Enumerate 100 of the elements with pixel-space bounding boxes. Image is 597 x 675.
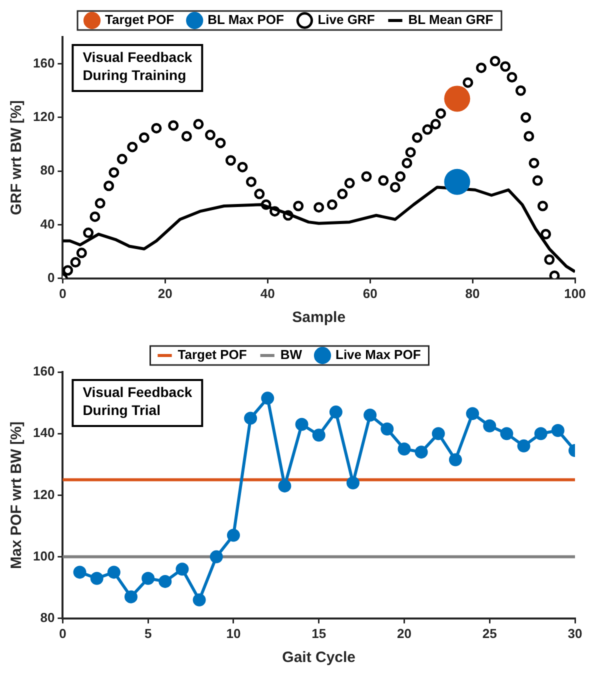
- point: [193, 118, 204, 130]
- point: [517, 439, 530, 452]
- point: [312, 428, 326, 442]
- point: [515, 85, 526, 96]
- point: [244, 412, 258, 425]
- point: [158, 574, 172, 588]
- y-axis-title: GRF wrt BW [%]: [8, 100, 26, 216]
- point: [483, 419, 496, 432]
- x-tick-label: 0: [59, 286, 66, 301]
- x-tick-label: 30: [568, 626, 582, 641]
- legend-label: BW: [280, 347, 303, 362]
- point: [444, 168, 470, 195]
- point: [444, 86, 470, 112]
- point: [70, 257, 81, 268]
- point: [500, 427, 514, 440]
- point: [398, 442, 411, 456]
- point: [168, 120, 179, 131]
- legend-label: Live Max POF: [336, 347, 421, 362]
- x-tick-label: 40: [260, 286, 275, 301]
- x-tick-label: 80: [465, 286, 480, 301]
- point: [192, 593, 206, 606]
- point: [524, 130, 534, 142]
- point: [83, 228, 94, 238]
- point: [540, 228, 552, 240]
- point: [436, 108, 446, 119]
- y-axis-title: Max POF wrt BW [%]: [8, 421, 26, 569]
- point: [432, 427, 445, 440]
- point: [138, 132, 150, 143]
- point: [544, 254, 555, 265]
- y-tick-label: 160: [32, 55, 55, 70]
- y-tick-label: 40: [40, 216, 55, 232]
- point: [210, 550, 223, 564]
- point: [422, 124, 433, 135]
- x-axis-title: Gait Cycle: [282, 649, 356, 666]
- point: [127, 142, 138, 152]
- point: [278, 479, 292, 492]
- y-tick-label: 80: [40, 162, 55, 178]
- x-tick-label: 5: [144, 626, 152, 641]
- x-tick-label: 60: [362, 286, 378, 301]
- point: [62, 265, 74, 276]
- point: [534, 427, 548, 440]
- point: [346, 476, 360, 490]
- point: [104, 180, 114, 192]
- y-tick-label: 80: [40, 610, 55, 625]
- x-axis-title: Sample: [292, 309, 346, 326]
- point: [490, 56, 500, 66]
- point: [237, 162, 248, 172]
- point: [414, 446, 428, 459]
- point: [151, 122, 162, 134]
- point: [94, 198, 106, 209]
- point: [142, 572, 155, 585]
- point: [361, 171, 372, 182]
- annotation: Visual Feedback During Trial: [82, 384, 192, 418]
- y-tick-label: 0: [47, 270, 55, 285]
- point: [326, 199, 338, 210]
- point: [395, 171, 406, 182]
- x-tick-label: 20: [396, 626, 412, 641]
- point: [390, 182, 400, 192]
- point: [254, 188, 265, 200]
- point: [116, 154, 128, 164]
- point: [124, 590, 138, 604]
- legend-label: Target POF: [178, 347, 247, 362]
- legend-label: Live GRF: [318, 12, 375, 28]
- x-tick-label: 15: [312, 626, 326, 641]
- x-tick-label: 10: [226, 626, 241, 641]
- point: [380, 422, 394, 436]
- point: [108, 167, 120, 178]
- point: [532, 175, 543, 186]
- y-tick-label: 160: [32, 364, 55, 379]
- point: [76, 248, 87, 258]
- x-tick-label: 25: [482, 626, 497, 641]
- point: [90, 572, 104, 585]
- point: [500, 61, 511, 72]
- point: [295, 418, 308, 431]
- x-tick-label: 0: [59, 626, 66, 641]
- point: [344, 178, 355, 188]
- point: [329, 406, 342, 419]
- y-tick-label: 140: [32, 425, 55, 440]
- legend-label: BL Max POF: [208, 12, 284, 28]
- x-tick-label: 100: [564, 286, 586, 301]
- point: [364, 408, 377, 422]
- x-tick-label: 20: [158, 286, 172, 301]
- point: [226, 528, 240, 542]
- point: [476, 62, 486, 74]
- y-tick-label: 100: [32, 548, 55, 564]
- point: [246, 176, 256, 188]
- point: [90, 211, 100, 222]
- point: [551, 424, 564, 438]
- point: [204, 130, 216, 140]
- point: [176, 562, 189, 576]
- point: [537, 200, 548, 212]
- point: [261, 392, 274, 405]
- point: [181, 130, 192, 142]
- point: [430, 118, 441, 130]
- point: [293, 200, 304, 212]
- point: [402, 158, 412, 168]
- legend-label: Target POF: [105, 12, 174, 28]
- point: [520, 112, 532, 123]
- point: [448, 453, 462, 466]
- legend-label: BL Mean GRF: [408, 12, 494, 28]
